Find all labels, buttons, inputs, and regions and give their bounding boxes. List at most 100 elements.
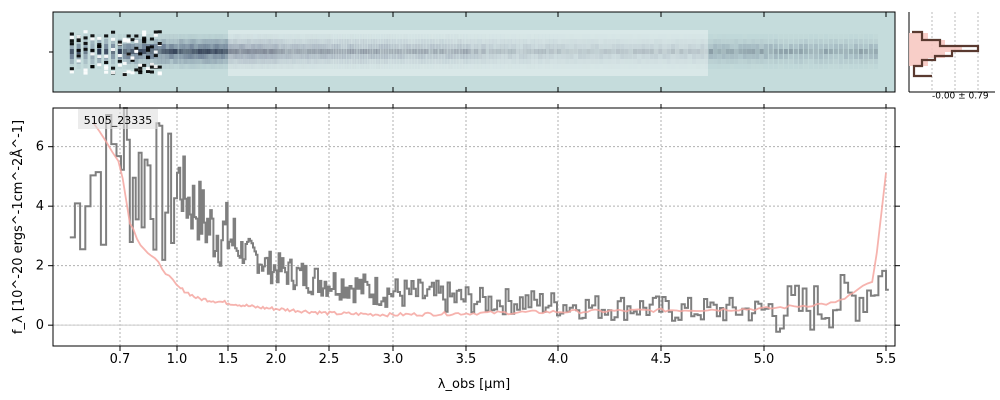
spectrum-2d-pixel [149,34,154,39]
spectrum-2d-pixel [336,34,341,39]
spectrum-2d-pixel [389,49,394,54]
spectrum-2d-noise [149,45,154,49]
spectrum-2d-pixel [670,54,675,59]
spectrum-2d-pixel [670,44,675,49]
spectrum-2d-pixel [181,39,186,44]
spectrum-2d-pixel [730,44,735,49]
spectrum-2d-pixel [637,34,642,39]
spectrum-2d-pixel [311,64,316,69]
spectrum-2d-noise [122,39,127,43]
spectrum-2d-pixel [759,59,764,64]
spectrum-2d-pixel [599,49,604,54]
spectrum-2d-pixel [863,49,868,54]
spectrum-2d-pixel [717,54,722,59]
spectrum-2d-noise [142,63,147,67]
spectrum-2d-pixel [523,49,528,54]
spectrum-2d-pixel [134,59,139,64]
spectrum-2d-pixel [247,44,252,49]
spectrum-2d-pixel [322,59,327,64]
spectrum-2d-pixel [641,59,646,64]
spectrum-2d-pixel [844,34,848,39]
spectrum-2d-pixel [198,54,203,59]
spectrum-2d-pixel [717,49,722,54]
spectrum-2d-pixel [654,39,659,44]
spectrum-2d-pixel [336,59,341,64]
spectrum-2d-pixel [264,59,269,64]
spectrum-2d-pixel [210,44,215,49]
spectrum-2d-pixel [624,49,629,54]
spectrum-2d-pixel [157,59,162,64]
spectrum-2d-pixel [383,49,388,54]
spectrum-2d-pixel [126,64,131,69]
spectrum-2d-pixel [607,49,612,54]
spectrum-2d-pixel [354,49,359,54]
spectrum-2d-pixel [173,39,178,44]
spectrum-2d-pixel [97,59,102,64]
spectrum-2d-noise [134,68,139,72]
spectrum-2d-pixel [111,44,116,49]
spectrum-2d-pixel [111,54,116,59]
spectrum-2d-pixel [457,39,462,44]
spectrum-2d-pixel [738,39,743,44]
spectrum-2d-pixel [873,49,878,54]
spectrum-2d-pixel [743,64,747,69]
spectrum-2d-pixel [394,54,399,59]
spectrum-2d-pixel [500,44,505,49]
spectrum-2d-pixel [177,34,182,39]
spectrum-2d-pixel [863,39,868,44]
spectrum-2d-pixel [210,39,215,44]
spectrum-2d-pixel [251,64,256,69]
spectrum-2d-noise [138,71,143,75]
spectrum-2d-pixel [249,44,254,49]
spectrum-2d-pixel [134,64,139,69]
spectrum-2d-pixel [270,64,275,69]
spectrum-2d-pixel [218,59,223,64]
spectrum-2d-pixel [254,49,259,54]
spectrum-2d-pixel [658,49,663,54]
spectrum-2d-pixel [210,49,215,54]
spectrum-2d-pixel [233,54,238,59]
spectrum-2d-pixel [808,44,813,49]
spectrum-2d-pixel [793,59,798,64]
spectrum-2d-pixel [206,39,211,44]
spectrum-2d-pixel [370,44,375,49]
spectrum-2d-pixel [511,49,516,54]
spectrum-2d-pixel [357,39,362,44]
spectrum-2d-pixel [451,59,456,64]
spectrum-2d-pixel [266,59,271,64]
spectrum-2d-pixel [214,54,219,59]
spectrum-2d-pixel [233,59,238,64]
spectrum-2d-pixel [134,44,139,49]
spectrum-2d-pixel [675,44,680,49]
spectrum-2d-pixel [463,39,468,44]
spectrum-2d-pixel [328,49,333,54]
spectrum-2d-pixel [415,34,420,39]
spectrum-2d-pixel [628,44,633,49]
spectrum-2d-pixel [670,59,675,64]
spectrum-2d-pixel [511,59,516,64]
spectrum-2d-pixel [573,44,578,49]
spectrum-2d-pixel [814,34,818,39]
spectrum-2d-pixel [208,39,213,44]
spectrum-2d-pixel [193,39,198,44]
spectrum-2d-pixel [769,34,773,39]
spectrum-2d-pixel [268,39,273,44]
spectrum-2d-pixel [142,49,147,54]
spectrum-2d-pixel [266,34,271,39]
spectrum-2d-pixel [534,44,539,49]
spectrum-2d-pixel [538,49,543,54]
spectrum-2d-pixel [751,49,756,54]
spectrum-2d-pixel [418,39,423,44]
spectrum-2d-pixel [349,44,354,49]
spectrum-2d-pixel [247,59,252,64]
spectrum-2d-pixel [198,64,203,69]
spectrum-2d-pixel [738,49,743,54]
spectrum-2d-pixel [859,64,863,69]
spectrum-2d-pixel [210,64,215,69]
spectrum-2d-pixel [645,59,650,64]
spectrum-2d-pixel [225,39,230,44]
spectrum-2d-pixel [624,54,629,59]
spectrum-2d-pixel [448,64,453,69]
spectrum-2d-pixel [161,39,166,44]
spectrum-2d-pixel [675,39,680,44]
